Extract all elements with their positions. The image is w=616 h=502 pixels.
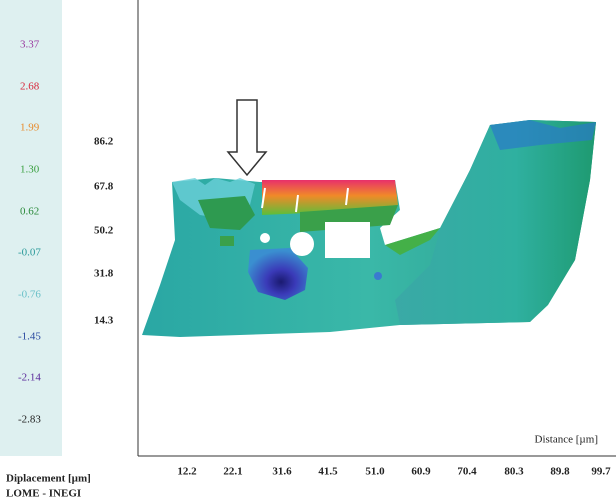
- x-tick-label: 41.5: [318, 466, 338, 478]
- colorbar-label: 1.30: [20, 164, 40, 176]
- y-tick-label: 67.8: [94, 181, 114, 193]
- y-tick-label: 50.2: [94, 225, 114, 237]
- surface-map: [142, 120, 596, 337]
- x-tick-label: 12.2: [177, 466, 197, 478]
- colorbar-label: 1.99: [20, 122, 40, 134]
- arrow-marker: [228, 100, 266, 175]
- figure: 3.37 2.68 1.99 1.30 0.62 -0.07 -0.76 -1.…: [0, 0, 616, 502]
- source-label: LOME - INEGI: [6, 488, 81, 500]
- x-tick-label: 80.3: [504, 466, 524, 478]
- y-tick-label: 14.3: [94, 315, 114, 327]
- quantity-label: Diplacement [µm]: [6, 473, 91, 485]
- x-axis-labels: 12.2 22.1 31.6 41.5 51.0 60.9 70.4 80.3 …: [177, 466, 611, 478]
- x-tick-label: 60.9: [411, 466, 431, 478]
- colorbar-label: -1.45: [18, 331, 41, 343]
- colorbar-label: 2.68: [20, 81, 40, 93]
- x-tick-label: 22.1: [223, 466, 242, 478]
- x-tick-label: 70.4: [457, 466, 477, 478]
- x-axis-title: Distance [µm]: [535, 434, 598, 446]
- colorbar-label: -0.07: [18, 247, 41, 259]
- y-tick-label: 86.2: [94, 136, 114, 148]
- colorbar-label: -2.14: [18, 372, 41, 384]
- colorbar-panel: [0, 0, 62, 456]
- colorbar-label: 0.62: [20, 206, 39, 218]
- y-tick-label: 31.8: [94, 268, 114, 280]
- x-tick-label: 99.7: [591, 466, 611, 478]
- colorbar-label: -0.76: [18, 289, 41, 301]
- x-tick-label: 51.0: [365, 466, 385, 478]
- colorbar-label: -2.83: [18, 414, 41, 426]
- y-axis-labels: 86.2 67.8 50.2 31.8 14.3: [94, 136, 114, 327]
- x-tick-label: 31.6: [272, 466, 292, 478]
- x-tick-label: 89.8: [550, 466, 570, 478]
- colorbar-label: 3.37: [20, 39, 40, 51]
